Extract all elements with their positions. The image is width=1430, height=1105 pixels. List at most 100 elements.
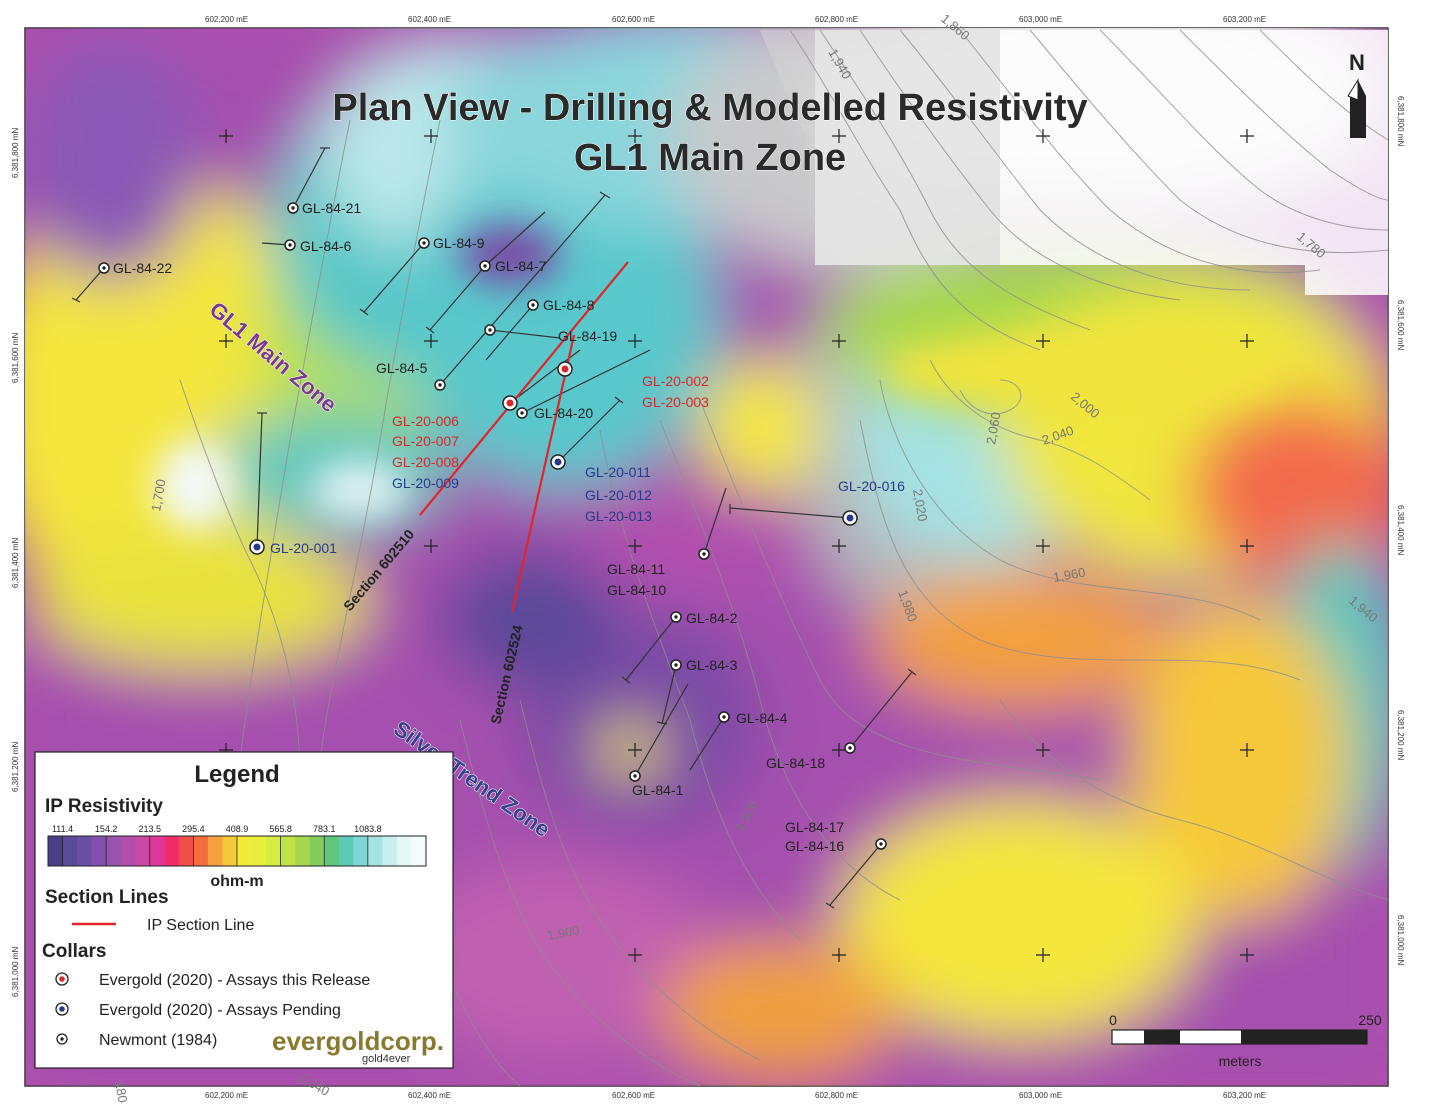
- legend-section-item: IP Section Line: [147, 917, 254, 934]
- collar-marker-release: [557, 361, 573, 377]
- hole-label: GL-84-18: [766, 755, 825, 771]
- colorbar-swatch: [62, 836, 78, 866]
- newmont-collars: [98, 202, 887, 850]
- easting-label: 602,600 mE: [612, 15, 655, 24]
- svg-text:1,960: 1,960: [1052, 565, 1087, 585]
- easting-label: 603,000 mE: [1019, 15, 1062, 24]
- northing-label: 6,381,400 mN: [1396, 505, 1405, 555]
- north-arrow-icon: N: [1347, 50, 1366, 138]
- svg-text:1,900: 1,900: [546, 923, 581, 943]
- hole-label: GL-84-4: [736, 710, 788, 726]
- svg-text:N: N: [1349, 50, 1365, 75]
- northing-label: 6,381,600 mN: [11, 333, 20, 383]
- collar-marker: [844, 742, 856, 754]
- svg-text:180: 180: [112, 1080, 131, 1104]
- northing-label: 6,381,400 mN: [11, 538, 20, 588]
- colorbar-swatch: [295, 836, 311, 866]
- colorbar-swatch: [120, 836, 136, 866]
- hole-label: GL-84-19: [558, 328, 617, 344]
- colorbar-tick-label: 154.2: [95, 824, 118, 834]
- collar-marker: [484, 324, 496, 336]
- collar-marker: [287, 202, 299, 214]
- hole-label: GL-20-008: [392, 454, 459, 470]
- hole-label: GL-20-013: [585, 508, 652, 524]
- colorbar-swatch: [280, 836, 296, 866]
- map-title-line2: GL1 Main Zone: [574, 137, 846, 179]
- hole-label: GL-20-016: [838, 478, 905, 494]
- hole-label: GL-84-17: [785, 819, 844, 835]
- easting-label: 603,200 mE: [1223, 1091, 1266, 1100]
- svg-text:1,700: 1,700: [148, 478, 168, 513]
- hole-label: GL-20-002: [642, 373, 709, 389]
- collar-marker: [670, 611, 682, 623]
- hole-label: GL-84-20: [534, 405, 593, 421]
- collar-marker: [698, 548, 710, 560]
- legend-section-title: Section Lines: [45, 887, 169, 908]
- hole-label: GL-84-6: [300, 238, 352, 254]
- hole-label: GL-20-006: [392, 413, 459, 429]
- legend-collars-title: Collars: [42, 941, 106, 962]
- colorbar-swatch: [396, 836, 412, 866]
- easting-label: 602,400 mE: [408, 15, 451, 24]
- legend-title: Legend: [194, 761, 279, 788]
- collar-marker: [479, 260, 491, 272]
- svg-text:2,060: 2,060: [983, 411, 1003, 446]
- colorbar-swatch: [164, 836, 180, 866]
- hole-label: GL-20-003: [642, 394, 709, 410]
- hole-label: GL-84-10: [607, 582, 666, 598]
- collar-marker: [434, 379, 446, 391]
- company-tagline: gold4ever: [362, 1053, 411, 1065]
- colorbar-swatch: [91, 836, 107, 866]
- collar-marker-pending: [550, 454, 566, 470]
- colorbar-swatch: [222, 836, 238, 866]
- hole-label: GL-84-3: [686, 657, 738, 673]
- hole-label: GL-20-011: [585, 464, 651, 480]
- colorbar-swatch: [237, 836, 253, 866]
- colorbar-tick-label: 213.5: [139, 824, 162, 834]
- collar-marker: [670, 659, 682, 671]
- collar-marker: [718, 711, 730, 723]
- colorbar-tick-label: 295.4: [182, 824, 205, 834]
- collar-marker-release: [502, 395, 518, 411]
- easting-label: 602,800 mE: [815, 1091, 858, 1100]
- legend-collar-release-icon: [55, 972, 69, 986]
- collar-marker: [527, 299, 539, 311]
- colorbar-tick-label: 783.1: [313, 824, 336, 834]
- legend-unit: ohm-m: [210, 873, 263, 890]
- hole-label: GL-84-8: [543, 297, 595, 313]
- colorbar-swatch: [324, 836, 340, 866]
- colorbar-tick-label: 1083.8: [354, 824, 382, 834]
- colorbar-swatch: [266, 836, 282, 866]
- resistivity-heatmap: [25, 28, 1388, 1086]
- colorbar-tick-label: 408.9: [226, 824, 249, 834]
- legend-collar-item: Evergold (2020) - Assays Pending: [99, 1002, 341, 1019]
- colorbar-swatch: [207, 836, 223, 866]
- legend-resistivity-title: IP Resistivity: [45, 796, 163, 817]
- map-title-line1: Plan View - Drilling & Modelled Resistiv…: [332, 87, 1087, 129]
- hole-label: GL-84-5: [376, 360, 428, 376]
- easting-label: 603,000 mE: [1019, 1091, 1062, 1100]
- hole-label: GL-20-001: [270, 540, 337, 556]
- collar-marker: [516, 407, 528, 419]
- grid-crosses: [219, 129, 1254, 962]
- legend-collar-item: Newmont (1984): [99, 1032, 217, 1049]
- northing-label: 6,381,800 mN: [1396, 96, 1405, 146]
- northing-label: 6,381,600 mN: [1396, 300, 1405, 350]
- colorbar-swatch: [106, 836, 122, 866]
- colorbar-swatch: [338, 836, 354, 866]
- hole-label: GL-84-1: [632, 782, 684, 798]
- northing-label: 6,381,200 mN: [11, 742, 20, 792]
- collar-marker: [629, 770, 641, 782]
- collar-marker: [98, 262, 110, 274]
- colorbar-swatch: [353, 836, 369, 866]
- easting-label: 602,600 mE: [612, 1091, 655, 1100]
- colorbar-tick-label: 565.8: [269, 824, 292, 834]
- hole-label: GL-84-11: [607, 561, 665, 577]
- collar-marker-pending: [249, 539, 265, 555]
- northing-label: 6,381,200 mN: [1396, 710, 1405, 760]
- hole-label: GL-20-012: [585, 487, 652, 503]
- svg-text:2,020: 2,020: [910, 488, 930, 523]
- easting-label: 603,200 mE: [1223, 15, 1266, 24]
- svg-text:meters: meters: [1219, 1053, 1262, 1069]
- colorbar-swatch: [251, 836, 267, 866]
